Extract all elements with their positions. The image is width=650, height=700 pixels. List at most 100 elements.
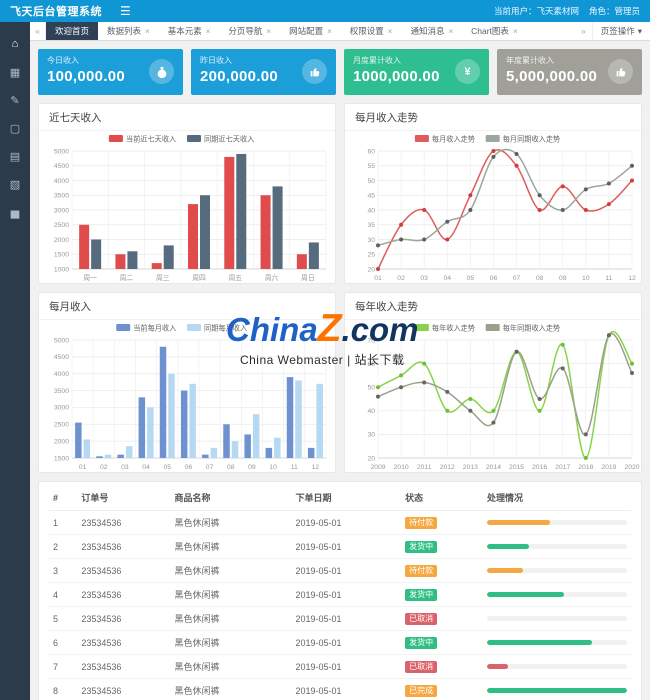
tab-label: 分页导航 (228, 26, 263, 36)
chart-week-income-bar-card: 近七天收入 1000 1500 2000 2500 3000 3500 4000 4500 500… (38, 103, 336, 284)
tabs-container: 欢迎首页 数据列表 × 基本元素 × 分页导航 × 网站配置 × 权限设置 × 通知消息 × Chart图… (46, 22, 575, 40)
tabs-scroll-left-icon[interactable]: « (30, 22, 46, 40)
svg-text:07: 07 (513, 275, 521, 282)
orders-table: # 订单号 商品名称 下单日期 状态 处理情况 1 23534536 黑色休闲裤 2019-05… (49, 484, 631, 700)
cell-product: 黑色休闲裤 (170, 558, 292, 583)
svg-text:每年收入走势: 每年收入走势 (432, 323, 475, 332)
tab-6[interactable]: 通知消息 × (401, 22, 462, 40)
main-content: 今日收入 100,000.00 昨日收入 200,000.00 月度累计收入 1000,0… (30, 41, 650, 700)
table-header-2: 商品名称 (170, 484, 292, 511)
table-row[interactable]: 8 23534536 黑色休闲裤 2019-05-01 已完成 (49, 679, 631, 700)
tabs-scroll-right-icon[interactable]: » (580, 26, 586, 36)
sidebar-item-home-icon[interactable]: ⌂ (0, 30, 30, 58)
close-icon[interactable]: × (387, 26, 393, 36)
chart-monthly-income-bar: 1500 2000 2500 3000 3500 4000 4500 5000 01 02 03 04… (54, 323, 327, 471)
close-icon[interactable]: × (448, 26, 454, 36)
close-icon[interactable]: × (205, 26, 211, 36)
table-row[interactable]: 3 23534536 黑色休闲裤 2019-05-01 待付款 (49, 558, 631, 583)
tab-4[interactable]: 网站配置 × (280, 22, 341, 40)
svg-text:05: 05 (467, 275, 475, 282)
role-label[interactable]: 角色：管理员 (588, 6, 640, 16)
table-row[interactable]: 4 23534536 黑色休闲裤 2019-05-01 发货中 (49, 582, 631, 607)
svg-text:40: 40 (367, 408, 375, 415)
document-icon: ▧ (9, 178, 21, 191)
svg-text:2020: 2020 (624, 464, 639, 471)
svg-text:11: 11 (291, 464, 298, 471)
table-row[interactable]: 7 23534536 黑色休闲裤 2019-05-01 已取消 (49, 654, 631, 679)
close-icon[interactable]: × (266, 26, 272, 36)
tab-home[interactable]: 欢迎首页 (46, 22, 99, 40)
svg-text:55: 55 (367, 163, 375, 170)
stat-card-3: 年度累计收入 5,000,000.00 (497, 49, 642, 95)
sidebar-item-edit-icon[interactable]: ✎ (0, 86, 30, 114)
tab-5[interactable]: 权限设置 × (341, 22, 402, 40)
svg-text:当前近七天收入: 当前近七天收入 (126, 134, 176, 143)
table-row[interactable]: 5 23534536 黑色休闲裤 2019-05-01 已取消 (49, 606, 631, 631)
svg-text:03: 03 (121, 464, 129, 471)
close-icon[interactable]: × (512, 26, 518, 36)
cell-progress (483, 582, 631, 607)
close-icon[interactable]: × (145, 26, 150, 36)
sidebar-item-calendar-icon[interactable]: ▤ (0, 142, 30, 170)
yen-circle-icon: ¥ (455, 59, 480, 84)
edit-icon: ✎ (10, 94, 20, 107)
hamburger-icon[interactable]: ☰ (120, 4, 131, 18)
sidebar-item-table-icon[interactable]: ▦ (0, 58, 30, 86)
tab-label: 网站配置 (289, 26, 324, 36)
tab-2[interactable]: 基本元素 × (159, 22, 220, 40)
svg-text:45: 45 (367, 193, 375, 200)
progress-track (487, 544, 627, 549)
tab-ops-dropdown[interactable]: 页签操作 ▾ (591, 22, 650, 40)
sidebar-item-monitor-icon[interactable]: ▢ (0, 114, 30, 142)
svg-text:12: 12 (312, 464, 320, 471)
tab-7[interactable]: Chart图表 × (462, 22, 526, 40)
status-badge: 发货中 (405, 540, 438, 553)
tab-1[interactable]: 数据列表 × (98, 22, 159, 40)
table-body: 1 23534536 黑色休闲裤 2019-05-01 待付款 2 23534536 黑色休闲… (49, 510, 631, 700)
cell-status: 发货中 (401, 534, 483, 559)
svg-text:4500: 4500 (54, 163, 69, 170)
cell-status: 发货中 (401, 630, 483, 655)
cell-index: 3 (49, 558, 78, 583)
tab-label: 通知消息 (410, 26, 445, 36)
sidebar-item-bar-chart-icon[interactable]: ▅ (0, 198, 30, 226)
svg-text:同期近七天收入: 同期近七天收入 (204, 134, 254, 143)
svg-text:2011: 2011 (417, 464, 432, 471)
svg-text:5000: 5000 (54, 337, 69, 344)
progress-fill (487, 664, 508, 669)
sidebar-item-document-icon[interactable]: ▧ (0, 170, 30, 198)
svg-text:08: 08 (536, 275, 544, 282)
svg-text:07: 07 (206, 464, 214, 471)
chart-title: 近七天收入 (39, 104, 335, 131)
stat-card-value: 200,000.00 (200, 68, 279, 85)
table-row[interactable]: 6 23534536 黑色休闲裤 2019-05-01 发货中 (49, 630, 631, 655)
svg-text:周一: 周一 (83, 274, 97, 282)
table-row[interactable]: 1 23534536 黑色休闲裤 2019-05-01 待付款 (49, 510, 631, 535)
cell-index: 4 (49, 582, 78, 607)
cell-date: 2019-05-01 (291, 534, 402, 559)
cell-date: 2019-05-01 (291, 510, 402, 535)
svg-text:3000: 3000 (54, 405, 69, 412)
svg-text:2013: 2013 (463, 464, 478, 471)
current-user-label[interactable]: 当前用户：飞天素材网 (493, 6, 579, 16)
stat-card-0: 今日收入 100,000.00 (38, 49, 183, 95)
app-title: 飞天后台管理系统 (10, 6, 102, 18)
cell-order-no: 23534536 (77, 510, 171, 535)
svg-text:40: 40 (367, 207, 375, 214)
status-badge: 已取消 (405, 612, 438, 625)
svg-text:02: 02 (100, 464, 108, 471)
svg-text:2015: 2015 (509, 464, 524, 471)
cell-progress (483, 558, 631, 583)
table-header-0: # (49, 484, 78, 511)
svg-text:04: 04 (142, 464, 150, 471)
svg-text:2017: 2017 (555, 464, 570, 471)
svg-text:2000: 2000 (54, 438, 69, 445)
tab-3[interactable]: 分页导航 × (219, 22, 280, 40)
cell-order-no: 23534536 (81, 685, 122, 696)
svg-text:每月收入走势: 每月收入走势 (432, 134, 475, 143)
table-row[interactable]: 2 23534536 黑色休闲裤 2019-05-01 发货中 (49, 534, 631, 559)
status-badge: 发货中 (405, 636, 438, 649)
progress-track (487, 664, 627, 669)
cell-date: 2019-05-01 (291, 630, 402, 655)
close-icon[interactable]: × (327, 26, 332, 36)
